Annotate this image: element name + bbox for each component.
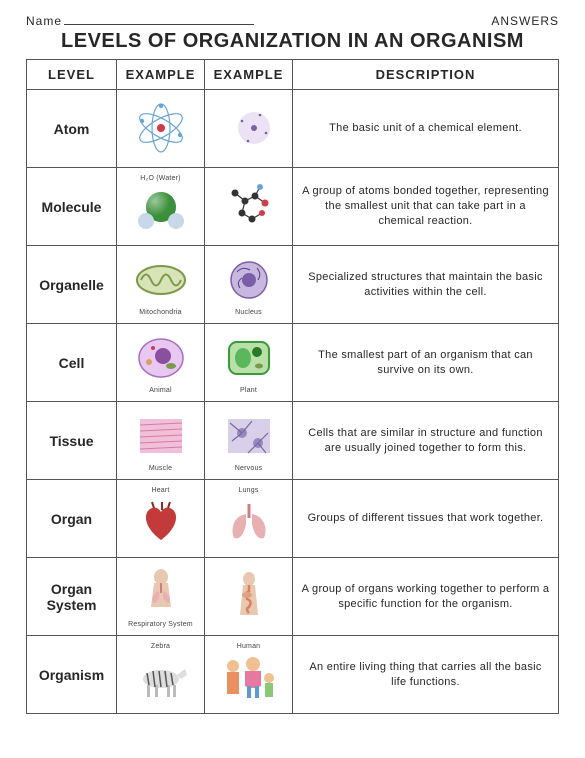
example-cell [117,90,205,168]
example-cell: Zebra [117,636,205,714]
col-example1: EXAMPLE [117,60,205,90]
table-row: Organelle Mitochondria [27,246,559,324]
human-family-icon [217,650,281,704]
example-cell: Animal [117,324,205,402]
name-label: Name [26,14,62,28]
name-field: Name [26,14,254,28]
example-caption: Lungs [211,487,286,494]
example-cell [205,168,293,246]
plant-cell-icon [217,331,281,385]
answers-label: ANSWERS [491,14,559,28]
table-header-row: LEVEL EXAMPLE EXAMPLE DESCRIPTION [27,60,559,90]
example-caption: Zebra [123,643,198,650]
example-cell: Nervous [205,402,293,480]
table-row: Molecule H₂O (Water) [27,168,559,246]
page-title: LEVELS OF ORGANIZATION IN AN ORGANISM [26,30,559,53]
level-cell: Organelle [27,246,117,324]
example-caption: Mitochondria [123,309,198,316]
col-example2: EXAMPLE [205,60,293,90]
name-underline [64,24,254,25]
level-cell: Atom [27,90,117,168]
example-cell: Human [205,636,293,714]
zebra-icon [129,650,193,704]
organic-molecule-icon [217,179,281,233]
col-level: LEVEL [27,60,117,90]
example-cell: Mitochondria [117,246,205,324]
description-cell: The basic unit of a chemical element. [293,90,559,168]
description-cell: Specialized structures that maintain the… [293,246,559,324]
example-cell [205,90,293,168]
table-row: Organ System Respiratory System [27,558,559,636]
example-caption: Animal [123,387,198,394]
table-row: Cell Animal [27,324,559,402]
level-cell: Organism [27,636,117,714]
table-row: Organ Heart Lungs [27,480,559,558]
animal-cell-icon [129,331,193,385]
mitochondria-icon [129,253,193,307]
level-cell: Tissue [27,402,117,480]
example-caption: Muscle [123,465,198,472]
digestive-system-icon [217,569,281,623]
nervous-tissue-icon [217,409,281,463]
worksheet-header: Name ANSWERS [26,14,559,28]
lungs-icon [217,494,281,548]
table-row: Tissue Muscle [27,402,559,480]
table-row: Organism Zebra [27,636,559,714]
example-caption: Human [211,643,286,650]
nucleus-icon [217,253,281,307]
heart-icon [129,494,193,548]
table-row: Atom [27,90,559,168]
muscle-tissue-icon [129,409,193,463]
level-cell: Cell [27,324,117,402]
example-cell: H₂O (Water) [117,168,205,246]
level-cell: Organ [27,480,117,558]
example-caption: Nervous [211,465,286,472]
description-cell: A group of atoms bonded together, repres… [293,168,559,246]
description-cell: An entire living thing that carries all … [293,636,559,714]
example-caption: Respiratory System [123,621,198,628]
col-description: DESCRIPTION [293,60,559,90]
level-cell: Organ System [27,558,117,636]
description-cell: Cells that are similar in structure and … [293,402,559,480]
example-cell: Heart [117,480,205,558]
example-caption: Plant [211,387,286,394]
example-cell: Plant [205,324,293,402]
respiratory-system-icon [129,565,193,619]
example-caption: H₂O (Water) [123,175,198,182]
levels-table: LEVEL EXAMPLE EXAMPLE DESCRIPTION Atom [26,59,559,714]
level-cell: Molecule [27,168,117,246]
example-cell: Muscle [117,402,205,480]
water-molecule-icon [129,182,193,236]
example-caption: Nucleus [211,309,286,316]
example-cell: Nucleus [205,246,293,324]
description-cell: A group of organs working together to pe… [293,558,559,636]
example-cell: Lungs [205,480,293,558]
description-cell: Groups of different tissues that work to… [293,480,559,558]
example-cell [205,558,293,636]
description-cell: The smallest part of an organism that ca… [293,324,559,402]
atom-cloud-icon [217,101,281,155]
atom-bohr-icon [129,101,193,155]
example-caption: Heart [123,487,198,494]
example-cell: Respiratory System [117,558,205,636]
